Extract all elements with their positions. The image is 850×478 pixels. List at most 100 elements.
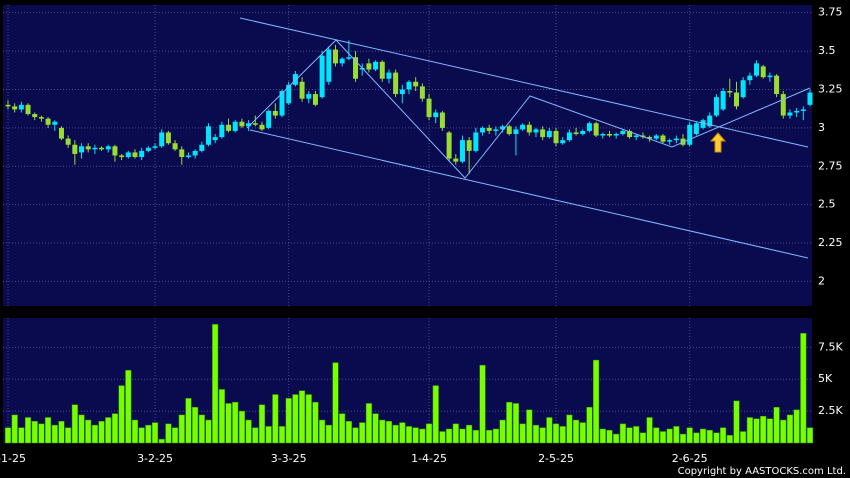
candle-body [459, 140, 465, 162]
volume-bar [646, 417, 653, 444]
volume-bar [613, 433, 620, 444]
volume-bar [131, 419, 139, 444]
candle-body [18, 104, 24, 110]
candle-body [165, 132, 171, 144]
volume-bar [452, 423, 459, 444]
candle-body [439, 112, 445, 128]
volume-bar [793, 409, 800, 444]
volume-bar [172, 427, 179, 444]
volume-bar [205, 419, 212, 444]
volume-bar [325, 424, 332, 444]
volume-bar [506, 401, 513, 444]
candle-body [58, 127, 64, 139]
y2-tick-label: 7.5K [818, 340, 843, 353]
candle-body [192, 150, 198, 156]
candle-body [754, 63, 760, 76]
volume-bar [31, 421, 38, 444]
volume-bar [760, 415, 767, 444]
volume-bar [733, 400, 740, 444]
candle-body [272, 110, 278, 116]
copyright: Copyright by AASTOCKS.com Ltd. [678, 466, 846, 477]
volume-bar [51, 424, 58, 444]
candle-body [32, 114, 38, 118]
volume-bar [633, 426, 640, 444]
candle-body [132, 152, 138, 158]
volume-bar [659, 431, 667, 444]
candle-body [306, 94, 312, 99]
candle-body [687, 124, 693, 145]
volume-bar [272, 394, 279, 444]
volume-bar [192, 407, 199, 444]
candle-body [12, 106, 18, 110]
candle-body [673, 138, 679, 141]
x-tick-label: 2-5-25 [538, 452, 574, 465]
candle-body [607, 134, 612, 136]
volume-bar [586, 407, 593, 444]
volume-bar [151, 422, 159, 444]
volume-bar [619, 423, 626, 444]
volume-bar [85, 419, 92, 444]
candle-body [713, 97, 719, 116]
candle-body [145, 147, 151, 151]
volume-bar [71, 404, 78, 444]
candle-body [586, 123, 592, 131]
candle-body [653, 135, 659, 139]
volume-bar [65, 427, 72, 444]
volume-bar [405, 426, 413, 444]
candle-body [413, 81, 419, 87]
candle-body [212, 137, 218, 141]
y2-tick-label: 2.5K [818, 404, 843, 417]
candle-body [553, 130, 559, 144]
candle-body [226, 124, 232, 131]
volume-bar [673, 426, 680, 444]
candle-body [540, 129, 546, 138]
volume-bar [111, 413, 118, 444]
candle-body [526, 124, 532, 133]
volume-bar [198, 414, 205, 444]
candle-body [206, 126, 211, 145]
volume-bar [766, 418, 773, 444]
candle-body [727, 91, 733, 93]
y-tick-label: 2.5 [818, 198, 836, 211]
candle-body [159, 132, 165, 147]
candle-body [72, 144, 78, 154]
candle-body [566, 132, 572, 141]
candle-body [139, 150, 145, 158]
volume-bar [412, 427, 419, 444]
candle-body [85, 146, 91, 150]
volume-bar [392, 424, 399, 444]
volume-bar [278, 426, 286, 444]
candle-body [199, 144, 205, 151]
volume-bar [4, 427, 12, 444]
volume-bar [746, 417, 753, 444]
volume-bar [706, 429, 713, 444]
candle-body [332, 49, 338, 64]
candle-body [366, 63, 372, 70]
volume-bar [252, 427, 259, 444]
candle-body [740, 80, 746, 98]
candle-body [707, 115, 713, 127]
volume-bar [238, 410, 245, 444]
candle-body [99, 147, 105, 150]
volume-bar [700, 428, 707, 444]
volume-bar [466, 424, 473, 444]
candle-body [720, 91, 726, 110]
candle-body [152, 146, 158, 148]
volume-bar [145, 424, 152, 444]
candle-body [480, 127, 486, 133]
candle-body [299, 81, 305, 99]
candle-body [680, 138, 686, 145]
volume-bar [686, 427, 693, 444]
candle-body [613, 134, 619, 136]
volume-bar [265, 426, 272, 444]
price-panel [3, 5, 812, 306]
y-tick-label: 3.75 [818, 6, 843, 19]
volume-bar [212, 324, 219, 444]
volume-bar [806, 427, 814, 444]
volume-bar [606, 429, 613, 444]
candle-body [419, 86, 425, 99]
volume-bar [599, 428, 606, 444]
candle-body [546, 130, 552, 138]
candle-body [733, 92, 739, 107]
candle-body [660, 135, 666, 142]
